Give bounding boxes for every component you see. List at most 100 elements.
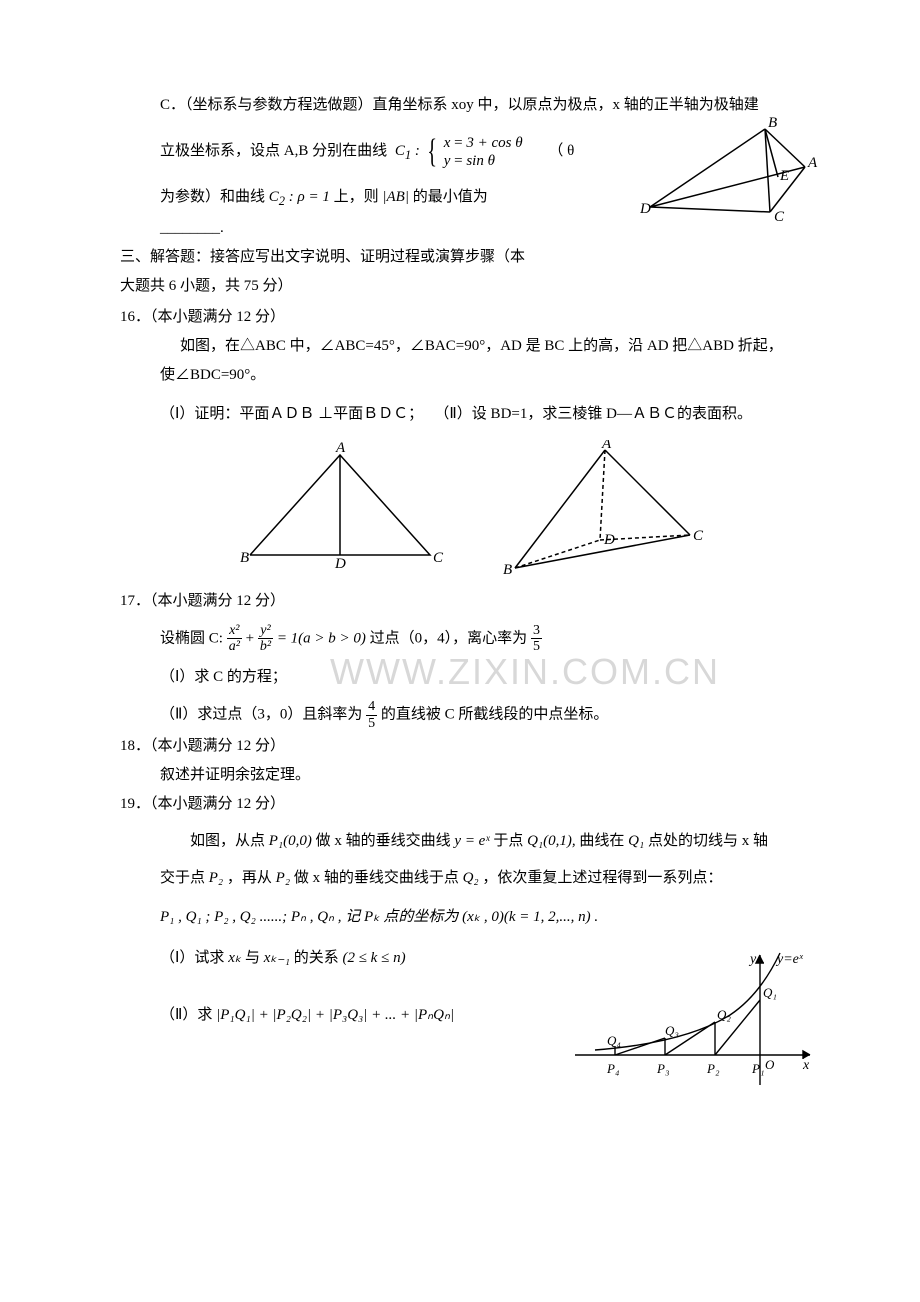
q17-num: 17．（本小题满分 12 分） <box>120 588 820 615</box>
q19-num: 19．（本小题满分 12 分） <box>120 791 820 818</box>
q16-l2: 使∠BDC=90°。 <box>120 362 820 389</box>
t4: 曲线在 <box>579 833 628 849</box>
svg-text:P₂: P₂ <box>706 1061 720 1076</box>
svg-text:D: D <box>603 532 615 548</box>
t3: 做 x 轴的垂线交曲线于点 <box>294 870 463 886</box>
d: 5 <box>531 639 542 654</box>
q15c-line1: C．（坐标系与参数方程选做题）直角坐标系 xoy 中，以原点为极点，x 轴的正半… <box>120 92 820 119</box>
svg-text:y=eˣ: y=eˣ <box>775 952 804 967</box>
c: y = eˣ <box>454 833 489 849</box>
t3: 的最小值为 <box>413 189 488 205</box>
svg-text:y: y <box>748 952 757 967</box>
q17-p1: （Ⅰ）求 C 的方程； <box>120 664 820 691</box>
t2: 上，则 <box>334 189 383 205</box>
q16-l1: 如图，在△ABC 中，∠ABC=45°，∠BAC=90°，AD 是 BC 上的高… <box>120 333 820 360</box>
xk1: xₖ₋₁ <box>264 950 290 966</box>
t: 17．（本小题满分 12 分） <box>120 593 285 609</box>
svg-text:A: A <box>335 440 346 456</box>
p2: P₂ <box>209 870 223 886</box>
svg-text:Q₃: Q₃ <box>665 1023 679 1038</box>
q17-l1: 设椭圆 C: x²a² + y²b² = 1(a > b > 0) 过点（0，4… <box>120 623 820 655</box>
svg-text:A: A <box>601 440 612 452</box>
svg-text:A: A <box>807 155 818 171</box>
t5: 点处的切线与 x 轴 <box>648 833 768 849</box>
t3: 于点 <box>493 833 527 849</box>
eq2: = <box>450 153 466 169</box>
svg-text:Q₂: Q₂ <box>717 1007 731 1022</box>
svg-text:B: B <box>240 550 249 566</box>
q1b: Q₁ <box>628 833 644 849</box>
n: x² <box>227 623 242 639</box>
q17-p2: （Ⅱ）求过点（3，0）且斜率为 45 的直线被 C 所截线段的中点坐标。 <box>120 699 820 731</box>
t: 三、解答题：接答应写出文字说明、证明过程或演算步骤（本 <box>120 249 525 265</box>
theta: （ θ <box>548 143 574 159</box>
e: = 1(a > b > 0) <box>277 630 366 646</box>
t: （Ⅱ）求过点（3，0）且斜率为 <box>160 707 362 723</box>
colon: : <box>411 143 424 159</box>
t2: 做 x 轴的垂线交曲线 <box>316 833 455 849</box>
n: 4 <box>366 699 377 715</box>
t: （Ⅰ）试求 <box>160 950 228 966</box>
p1: P₁(0,0) <box>269 833 312 849</box>
r2: sin θ <box>466 153 495 169</box>
svg-text:C: C <box>433 550 444 566</box>
svg-text:D: D <box>640 201 651 217</box>
t: 18．（本小题满分 12 分） <box>120 738 285 754</box>
q2: Q₂ <box>463 870 479 886</box>
figure-pyramid-3d: A B C D <box>495 440 705 580</box>
s: |P₁Q₁| + |P₂Q₂| + |P₃Q₃| + ... + |PₙQₙ| <box>216 1007 454 1023</box>
p: + <box>246 630 258 646</box>
xk: xₖ <box>228 950 241 966</box>
t: 如图，从点 <box>190 833 269 849</box>
t: （Ⅰ）求 C 的方程； <box>160 669 287 685</box>
svg-text:Q₄: Q₄ <box>607 1033 621 1048</box>
t: 如图，在△ABC 中，∠ABC=45°，∠BAC=90°，AD 是 BC 上的高… <box>180 338 783 354</box>
t2: 与 <box>245 950 264 966</box>
q19-l2: 交于点 P₂ ，再从 P₂ 做 x 轴的垂线交曲线于点 Q₂ ，依次重复上述过程… <box>120 865 820 892</box>
q16-figures: A B C D A B C D <box>120 440 820 580</box>
q18-l1: 叙述并证明余弦定理。 <box>120 762 820 789</box>
q19-l3: P₁ , Q₁ ; P₂ , Q₂ ......; Pₙ , Qₙ , 记 Pₖ… <box>120 904 820 931</box>
q16-p1: （Ⅰ）证明：平面ＡＤＢ ⊥平面ＢＤＣ； （Ⅱ）设 BD=1，求三棱锥 D—ＡＢＣ… <box>120 401 820 428</box>
e: : ρ = 1 <box>285 189 330 205</box>
svg-text:P₃: P₃ <box>656 1061 669 1076</box>
svg-text:P₄: P₄ <box>606 1061 620 1076</box>
t: 叙述并证明余弦定理。 <box>160 767 310 783</box>
svg-text:B: B <box>768 117 777 131</box>
t: （Ⅱ）求 <box>160 1007 216 1023</box>
eq: = <box>450 135 466 151</box>
q1: Q₁(0,1), <box>527 833 576 849</box>
svg-text:D: D <box>334 556 346 570</box>
svg-text:B: B <box>503 562 512 578</box>
t3: 的关系 <box>294 950 343 966</box>
figure-exponential: y x y=eˣ O Q₁ Q₂ Q₃ Q₄ P₁ P₂ P₃ P₄ <box>565 945 820 1095</box>
t2: ，再从 <box>227 870 276 886</box>
t2: 过点（0，4），离心率为 <box>370 630 528 646</box>
d: b² <box>258 639 273 654</box>
c2: C <box>269 189 279 205</box>
c1: C <box>395 143 405 159</box>
t: 交于点 <box>160 870 209 886</box>
figure-tetrahedron: B A E C D <box>640 117 820 237</box>
svg-text:E: E <box>779 168 789 184</box>
q19-l1: 如图，从点 P₁(0,0) 做 x 轴的垂线交曲线 y = eˣ 于点 Q₁(0… <box>120 828 820 855</box>
t: P₁ , Q₁ ; P₂ , Q₂ ......; Pₙ , Qₙ , 记 Pₖ… <box>160 909 598 925</box>
svg-text:P₁: P₁ <box>751 1061 764 1076</box>
svg-text:C: C <box>774 209 785 225</box>
d: 5 <box>366 716 377 731</box>
section3-title2: 大题共 6 小题，共 75 分） <box>120 273 820 300</box>
ab: |AB| <box>382 189 409 205</box>
q18-num: 18．（本小题满分 12 分） <box>120 733 820 760</box>
t: 16．（本小题满分 12 分） <box>120 309 285 325</box>
svg-text:Q₁: Q₁ <box>763 985 777 1000</box>
n: y² <box>258 623 273 639</box>
t: （Ⅰ）证明：平面ＡＤＢ ⊥平面ＢＤＣ； （Ⅱ）设 BD=1，求三棱锥 D—ＡＢＣ… <box>160 406 752 422</box>
t: 大题共 6 小题，共 75 分） <box>120 278 293 294</box>
t: 为参数）和曲线 <box>160 189 269 205</box>
t4: ，依次重复上述过程得到一系列点： <box>482 870 722 886</box>
text: 立极坐标系，设点 A,B 分别在曲线 <box>160 143 387 159</box>
d: a² <box>227 639 242 654</box>
t: 19．（本小题满分 12 分） <box>120 796 285 812</box>
svg-text:C: C <box>693 528 704 544</box>
r1: 3 + cos θ <box>466 135 522 151</box>
